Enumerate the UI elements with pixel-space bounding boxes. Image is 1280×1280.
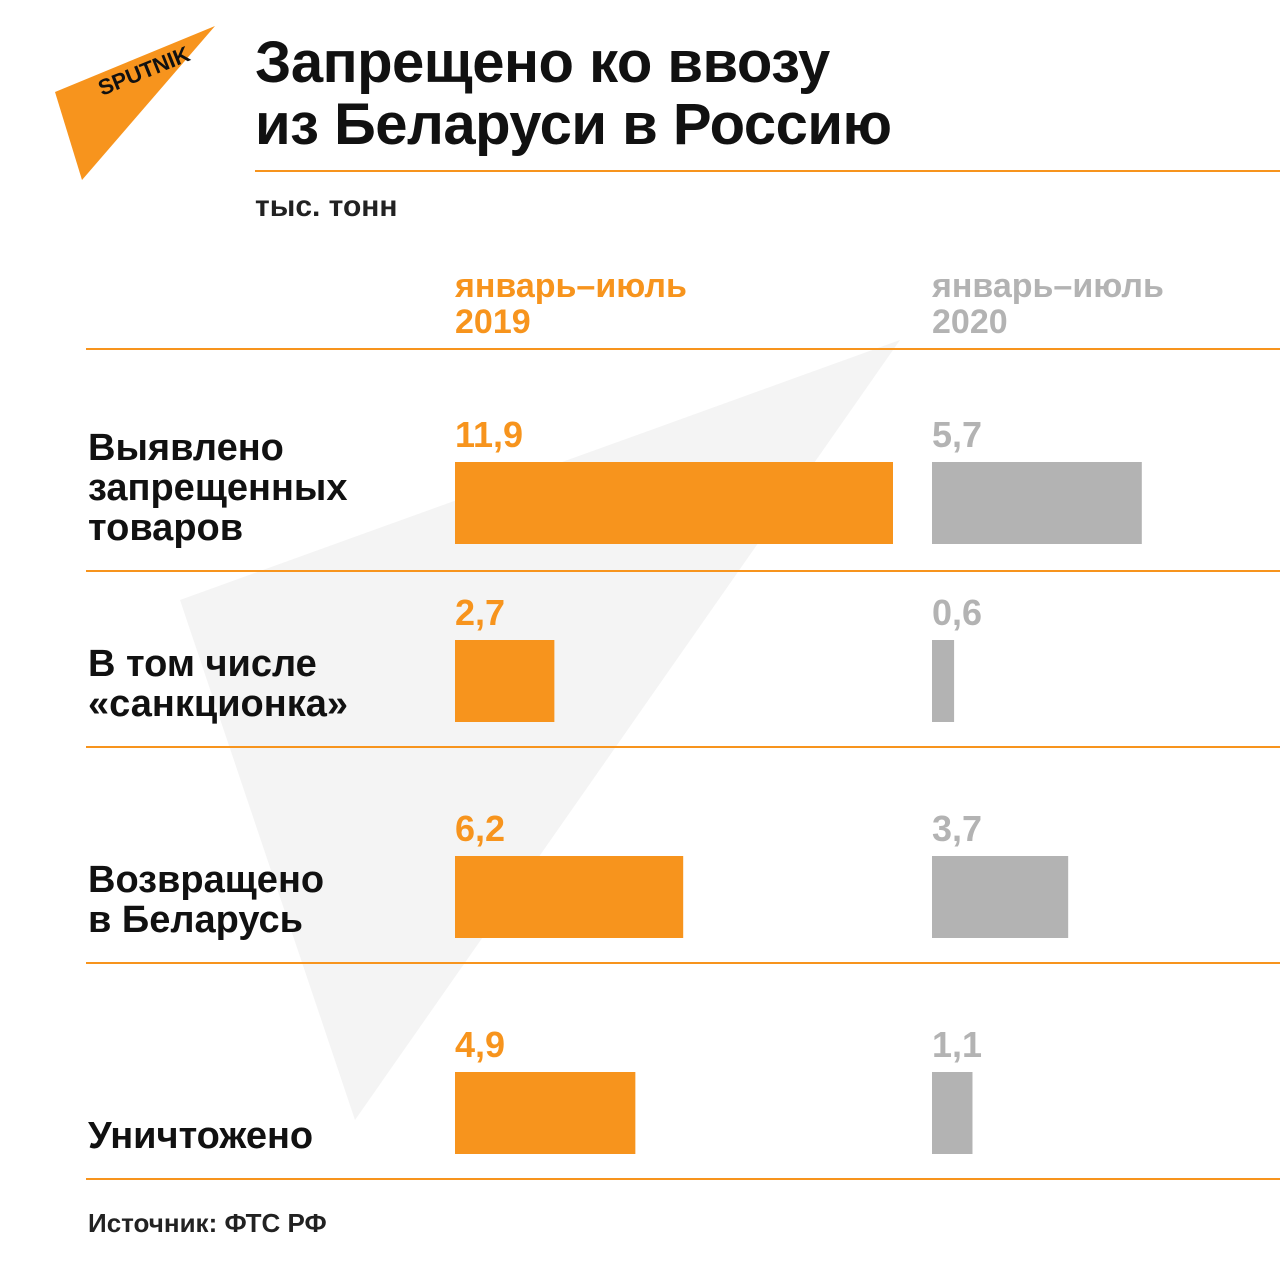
bar-2019-2 bbox=[455, 856, 684, 938]
column-header-line1: январь–июль bbox=[455, 267, 687, 305]
bar-2020-0 bbox=[932, 462, 1142, 544]
title-divider bbox=[255, 170, 1280, 172]
source-note: Источник: ФТС РФ bbox=[88, 1208, 327, 1238]
row-divider bbox=[86, 348, 1280, 350]
bar-2019-1 bbox=[455, 640, 555, 722]
row-label-destroyed: Уничтожено bbox=[88, 1116, 313, 1156]
bar-2020-3 bbox=[932, 1072, 973, 1154]
data-label-2020: 1,1 bbox=[932, 1024, 983, 1065]
column-header-line2: 2019 bbox=[455, 303, 531, 341]
bar-2020-2 bbox=[932, 856, 1069, 938]
row-divider bbox=[86, 962, 1280, 964]
row-label-line: запрещенных bbox=[88, 467, 348, 509]
row-label-line: товаров bbox=[88, 507, 244, 549]
data-label-2020: 0,6 bbox=[932, 592, 983, 633]
data-label-2019: 11,9 bbox=[455, 414, 524, 455]
column-header-2019: январь–июль 2019 bbox=[455, 268, 687, 340]
data-label-2019: 4,9 bbox=[455, 1024, 506, 1065]
title-line-2: из Беларуси в Россию bbox=[255, 92, 892, 157]
row-divider bbox=[86, 746, 1280, 748]
sputnik-logo: SPUTNIK bbox=[55, 26, 215, 180]
bar-2019-0 bbox=[455, 462, 893, 544]
data-label-2019: 6,2 bbox=[455, 808, 506, 849]
row-label-line: Выявлено bbox=[88, 427, 284, 469]
row-label-line: «санкционка» bbox=[88, 683, 349, 725]
page-title: Запрещено ко ввозу из Беларуси в Россию bbox=[255, 32, 892, 156]
row-label-returned: Возвращено в Беларусь bbox=[88, 860, 324, 940]
row-label-line: в Беларусь bbox=[88, 899, 304, 941]
data-label-2020: 3,7 bbox=[932, 808, 983, 849]
column-header-2020: январь–июль 2020 bbox=[932, 268, 1164, 340]
bar-2019-3 bbox=[455, 1072, 636, 1154]
row-label-line: Возвращено bbox=[88, 859, 325, 901]
title-line-1: Запрещено ко ввозу bbox=[255, 30, 830, 95]
column-header-line1: январь–июль bbox=[932, 267, 1164, 305]
row-label-detected: Выявлено запрещенных товаров bbox=[88, 428, 348, 548]
row-label-line: В том числе bbox=[88, 643, 317, 685]
column-header-line2: 2020 bbox=[932, 303, 1008, 341]
data-label-2020: 5,7 bbox=[932, 414, 983, 455]
row-label-line: Уничтожено bbox=[88, 1115, 314, 1157]
bar-2020-1 bbox=[932, 640, 955, 722]
row-divider bbox=[86, 1178, 1280, 1180]
row-label-sanctions: В том числе «санкционка» bbox=[88, 644, 348, 724]
row-divider bbox=[86, 570, 1280, 572]
unit-label: тыс. тонн bbox=[255, 190, 398, 223]
data-label-2019: 2,7 bbox=[455, 592, 506, 633]
